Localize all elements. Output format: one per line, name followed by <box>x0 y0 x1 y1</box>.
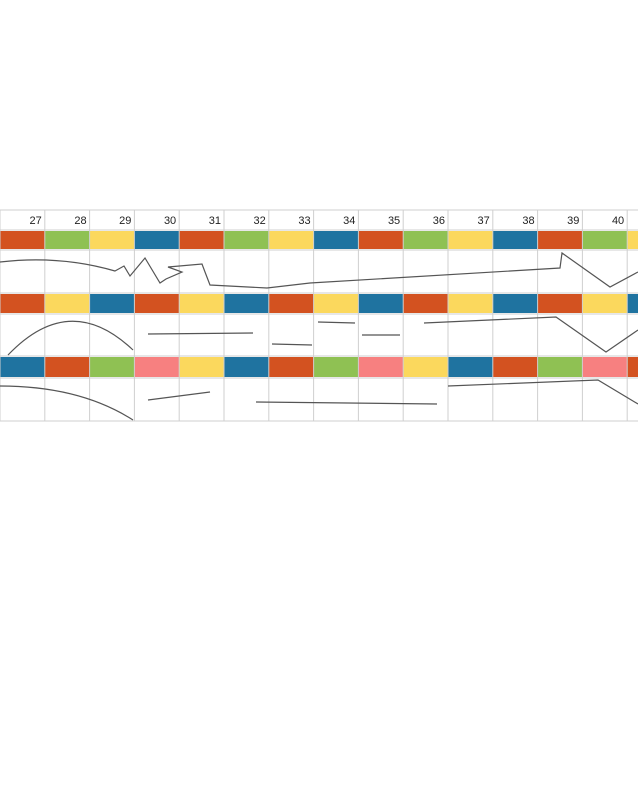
column-header: 29 <box>119 215 131 227</box>
color-cell <box>448 231 493 249</box>
color-cell <box>224 231 269 249</box>
column-header: 39 <box>567 215 579 227</box>
color-cell <box>313 357 359 377</box>
color-cell <box>44 357 90 377</box>
column-header: 35 <box>388 215 400 227</box>
color-cell <box>134 231 180 249</box>
color-cell <box>627 294 638 313</box>
color-cell <box>134 294 180 313</box>
column-header: 40 <box>612 215 624 227</box>
column-header: 27 <box>30 215 42 227</box>
color-cell <box>89 294 135 313</box>
color-cell <box>582 294 628 313</box>
line <box>0 251 638 289</box>
color-cell <box>313 294 359 313</box>
line <box>423 316 638 353</box>
line <box>271 343 313 346</box>
color-cell <box>44 231 90 249</box>
color-cell <box>179 231 224 249</box>
color-cell <box>44 294 90 313</box>
color-cell <box>537 294 583 313</box>
color-cell <box>358 231 404 249</box>
color-cell <box>224 357 269 377</box>
column-header: 36 <box>433 215 445 227</box>
color-cell <box>582 231 628 249</box>
column-header: 30 <box>164 215 176 227</box>
color-cell <box>313 231 359 249</box>
color-cell <box>89 231 135 249</box>
color-cell <box>627 357 638 377</box>
color-cell <box>224 294 269 313</box>
color-cell <box>179 357 224 377</box>
color-cell <box>268 294 314 313</box>
color-cell <box>89 357 135 377</box>
column-header: 33 <box>298 215 310 227</box>
column-header: 37 <box>478 215 490 227</box>
color-cell <box>537 357 583 377</box>
line <box>147 332 254 335</box>
color-cell <box>179 294 224 313</box>
line <box>317 321 356 324</box>
color-cell <box>358 294 404 313</box>
color-cell <box>582 357 628 377</box>
color-cell <box>268 357 314 377</box>
color-cell <box>492 231 538 249</box>
color-cell <box>403 231 448 249</box>
line <box>7 320 134 356</box>
color-cell <box>358 357 404 377</box>
color-cell <box>0 357 45 377</box>
color-cell <box>403 357 448 377</box>
color-cell <box>492 357 538 377</box>
color-cell <box>448 294 493 313</box>
line <box>255 401 438 405</box>
color-cell <box>537 231 583 249</box>
color-cell <box>268 231 314 249</box>
line <box>147 391 211 401</box>
column-header: 31 <box>209 215 221 227</box>
column-header: 34 <box>343 215 355 227</box>
line <box>447 379 638 405</box>
color-cell <box>492 294 538 313</box>
color-cell <box>448 357 493 377</box>
column-header: 28 <box>74 215 86 227</box>
column-header: 38 <box>522 215 534 227</box>
color-cell <box>403 294 448 313</box>
color-cell <box>0 294 45 313</box>
color-cell <box>0 231 45 249</box>
column-header: 32 <box>254 215 266 227</box>
line <box>0 385 134 421</box>
line-layer <box>0 251 638 421</box>
color-cell <box>627 231 638 249</box>
color-cell <box>134 357 180 377</box>
